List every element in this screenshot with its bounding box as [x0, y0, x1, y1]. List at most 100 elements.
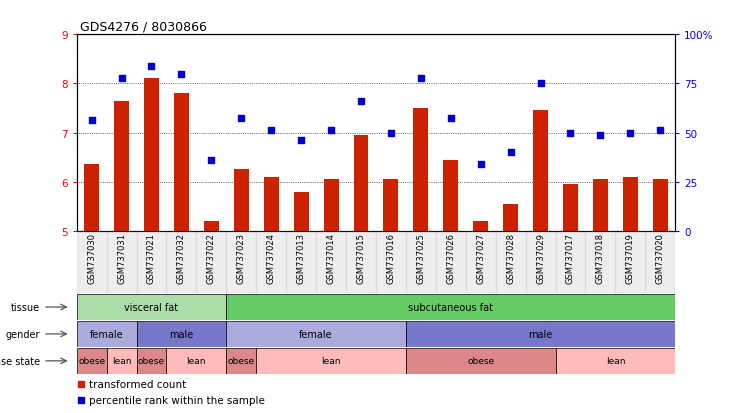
- Bar: [316, 231, 346, 293]
- Bar: [645, 231, 675, 293]
- Bar: [226, 294, 675, 320]
- Point: [385, 130, 397, 136]
- Bar: [166, 348, 226, 374]
- Bar: [77, 321, 137, 347]
- Point: [74, 397, 86, 404]
- Text: subcutaneous fat: subcutaneous fat: [408, 302, 493, 312]
- Bar: [346, 231, 376, 293]
- Text: GSM737023: GSM737023: [237, 233, 246, 283]
- Bar: [226, 321, 406, 347]
- Text: lean: lean: [321, 356, 341, 366]
- Bar: [443, 160, 458, 231]
- Point: [235, 115, 247, 122]
- Text: transformed count: transformed count: [89, 379, 186, 389]
- Bar: [376, 231, 406, 293]
- Bar: [137, 231, 166, 293]
- Point: [355, 98, 366, 104]
- Text: lean: lean: [112, 356, 131, 366]
- Point: [206, 157, 218, 164]
- Text: male: male: [169, 329, 193, 339]
- Bar: [623, 177, 638, 231]
- Text: obese: obese: [138, 356, 165, 366]
- Bar: [77, 294, 226, 320]
- Bar: [406, 231, 436, 293]
- Point: [655, 128, 666, 134]
- Bar: [323, 180, 339, 231]
- Point: [74, 380, 86, 387]
- Bar: [264, 177, 279, 231]
- Bar: [406, 321, 675, 347]
- Bar: [413, 109, 429, 231]
- Point: [326, 128, 337, 134]
- Bar: [466, 231, 496, 293]
- Bar: [593, 180, 608, 231]
- Text: GSM737020: GSM737020: [656, 233, 665, 283]
- Point: [595, 132, 607, 139]
- Text: obese: obese: [78, 356, 105, 366]
- Bar: [256, 348, 406, 374]
- Text: GSM737027: GSM737027: [476, 233, 485, 283]
- Bar: [196, 231, 226, 293]
- Point: [115, 76, 128, 83]
- Bar: [615, 231, 645, 293]
- Bar: [107, 231, 137, 293]
- Bar: [533, 111, 548, 231]
- Point: [505, 150, 517, 156]
- Bar: [77, 348, 107, 374]
- Text: lean: lean: [187, 356, 206, 366]
- Point: [565, 130, 577, 136]
- Bar: [77, 231, 107, 293]
- Text: GSM737030: GSM737030: [87, 233, 96, 283]
- Text: GSM737019: GSM737019: [626, 233, 635, 283]
- Text: GSM737018: GSM737018: [596, 233, 605, 283]
- Text: GSM737015: GSM737015: [356, 233, 366, 283]
- Bar: [293, 192, 309, 231]
- Text: female: female: [90, 329, 123, 339]
- Bar: [563, 185, 578, 231]
- Point: [145, 64, 158, 70]
- Text: obese: obese: [467, 356, 494, 366]
- Bar: [114, 101, 129, 231]
- Point: [295, 137, 307, 144]
- Bar: [137, 348, 166, 374]
- Bar: [556, 231, 585, 293]
- Bar: [383, 180, 399, 231]
- Text: GSM737032: GSM737032: [177, 233, 186, 283]
- Point: [175, 71, 187, 78]
- Text: male: male: [529, 329, 553, 339]
- Text: disease state: disease state: [0, 356, 40, 366]
- Text: GSM737017: GSM737017: [566, 233, 575, 283]
- Bar: [556, 348, 675, 374]
- Bar: [353, 135, 369, 231]
- Bar: [436, 231, 466, 293]
- Bar: [653, 180, 668, 231]
- Bar: [107, 348, 137, 374]
- Text: obese: obese: [228, 356, 255, 366]
- Bar: [503, 204, 518, 231]
- Bar: [585, 231, 615, 293]
- Text: GSM737028: GSM737028: [506, 233, 515, 283]
- Text: GSM737029: GSM737029: [536, 233, 545, 283]
- Bar: [226, 348, 256, 374]
- Bar: [526, 231, 556, 293]
- Point: [86, 118, 98, 124]
- Text: GSM737024: GSM737024: [266, 233, 276, 283]
- Bar: [473, 221, 488, 231]
- Point: [445, 115, 457, 122]
- Bar: [496, 231, 526, 293]
- Bar: [137, 321, 226, 347]
- Bar: [406, 348, 556, 374]
- Text: visceral fat: visceral fat: [124, 302, 179, 312]
- Point: [475, 162, 487, 169]
- Bar: [204, 221, 219, 231]
- Bar: [234, 170, 249, 231]
- Text: tissue: tissue: [11, 302, 40, 312]
- Bar: [256, 231, 286, 293]
- Text: percentile rank within the sample: percentile rank within the sample: [89, 395, 265, 405]
- Text: female: female: [299, 329, 333, 339]
- Text: GDS4276 / 8030866: GDS4276 / 8030866: [80, 20, 207, 33]
- Bar: [286, 231, 316, 293]
- Bar: [84, 165, 99, 231]
- Text: GSM737031: GSM737031: [117, 233, 126, 283]
- Text: GSM737013: GSM737013: [296, 233, 306, 283]
